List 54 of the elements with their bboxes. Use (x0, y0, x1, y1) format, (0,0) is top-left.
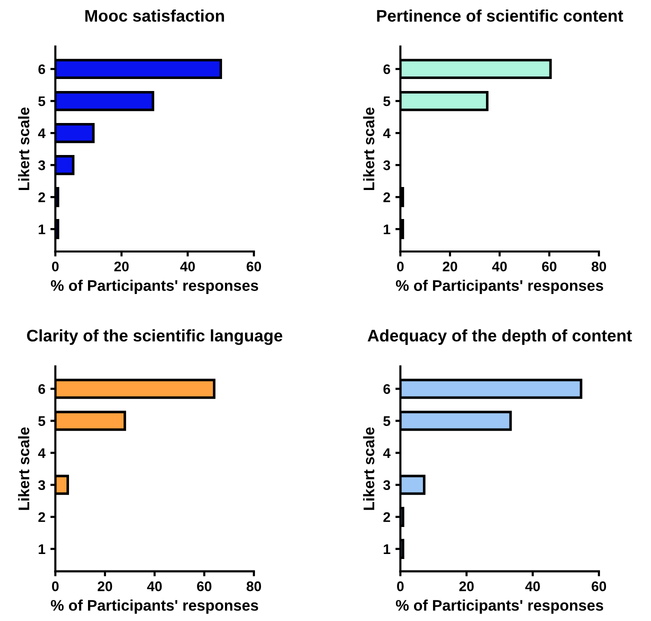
x-tick-label: 40 (147, 581, 162, 592)
x-axis-title: % of Participants' responses (396, 280, 604, 294)
x-axis-title: % of Participants' responses (50, 600, 258, 614)
y-tick-label: 1 (38, 224, 46, 234)
x-tick-label: 20 (98, 581, 112, 592)
x-tick-label: 40 (492, 262, 507, 272)
y-axis-title: Likert scale (18, 108, 30, 190)
y-tick-label: 6 (383, 384, 390, 394)
y-tick-label: 5 (38, 416, 46, 426)
y-tick-label: 4 (38, 128, 46, 138)
chart-title: Pertinence of scientific content (377, 9, 624, 22)
x-axis-title: % of Participants' responses (50, 280, 258, 294)
y-tick-label: 6 (38, 64, 46, 74)
x-tick-label: 60 (542, 262, 556, 272)
y-tick-label: 3 (383, 480, 390, 490)
y-tick-label: 2 (383, 512, 390, 522)
y-tick-label: 3 (38, 480, 46, 490)
y-tick-label: 5 (38, 96, 46, 106)
x-tick-label: 20 (114, 262, 129, 272)
y-axis-title: Likert scale (363, 427, 374, 510)
x-tick-label: 60 (197, 581, 212, 592)
y-axis-title: Likert scale (18, 427, 30, 510)
y-tick-label: 4 (383, 128, 391, 138)
y-tick-label: 3 (383, 160, 390, 170)
y-tick-label: 6 (383, 64, 390, 74)
x-tick-label: 20 (459, 581, 474, 592)
chart-title: Mooc satisfaction (85, 9, 224, 22)
chart-title: Adequacy of the depth of content (368, 329, 632, 345)
x-tick-label: 0 (52, 581, 59, 592)
y-tick-label: 5 (383, 416, 390, 426)
x-tick-label: 20 (442, 262, 458, 272)
y-tick-label: 1 (384, 544, 390, 554)
x-tick-label: 0 (397, 262, 404, 272)
x-tick-label: 0 (52, 262, 59, 272)
y-tick-label: 1 (38, 544, 46, 554)
chart-title: Clarity of the scientific language (27, 329, 282, 345)
y-tick-label: 2 (38, 192, 46, 202)
x-tick-label: 80 (246, 581, 262, 592)
x-tick-label: 40 (180, 262, 195, 272)
x-tick-label: 40 (525, 581, 540, 592)
y-tick-label: 3 (38, 160, 46, 170)
x-tick-label: 60 (592, 581, 606, 592)
x-tick-label: 80 (592, 262, 606, 272)
y-tick-label: 5 (383, 96, 390, 106)
y-tick-label: 2 (38, 512, 46, 522)
x-tick-label: 60 (246, 262, 262, 272)
y-tick-label: 2 (383, 192, 390, 202)
y-tick-label: 1 (384, 224, 390, 234)
y-tick-label: 6 (38, 384, 46, 394)
y-tick-label: 4 (38, 448, 46, 458)
x-axis-title: % of Participants' responses (396, 600, 604, 614)
x-tick-label: 0 (397, 581, 404, 592)
y-tick-label: 4 (383, 448, 391, 458)
y-axis-title: Likert scale (363, 108, 374, 190)
